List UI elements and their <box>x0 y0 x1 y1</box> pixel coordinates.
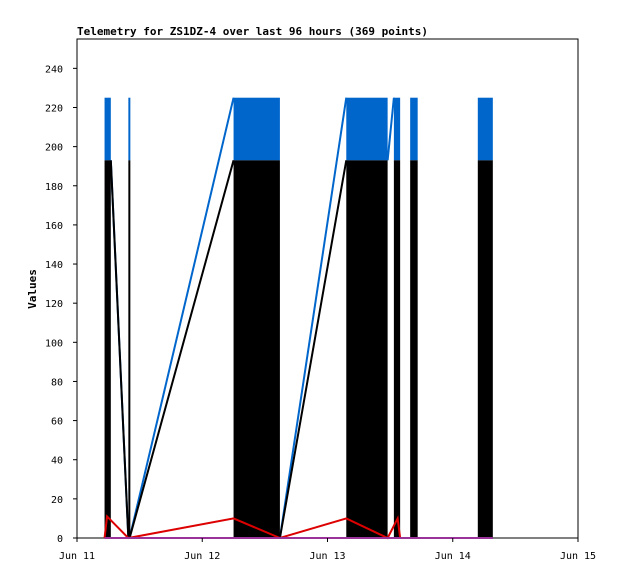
chart-title: Telemetry for ZS1DZ-4 over last 96 hours… <box>77 25 428 38</box>
x-axis: Jun 11 Jun 12 Jun 13 Jun 14 Jun 15 <box>59 538 596 562</box>
y-tick-label: 120 <box>45 299 63 310</box>
series-0 <box>104 97 493 539</box>
series-layer <box>103 97 493 540</box>
series-0-band-5 <box>346 97 388 161</box>
series-0-connector-1 <box>128 97 235 539</box>
y-axis-label: Values <box>26 269 39 309</box>
y-tick-label: 180 <box>45 182 63 193</box>
series-0-connector-3 <box>386 97 395 161</box>
series-1-band-1 <box>128 160 131 538</box>
y-tick-label: 0 <box>57 534 63 545</box>
y-tick-label: 160 <box>45 221 63 232</box>
x-tick-label: Jun 12 <box>184 551 220 562</box>
x-tick-label: Jun 13 <box>309 551 345 562</box>
y-tick-label: 140 <box>45 260 63 271</box>
series-0-band-0 <box>104 97 111 161</box>
series-1-connector-0 <box>109 160 130 539</box>
series-0-connector-2 <box>278 97 348 539</box>
y-tick-label: 40 <box>51 456 63 467</box>
series-1-band-6 <box>477 160 493 538</box>
y-axis: 0 20 40 60 80 100 120 140 160 180 200 220 240 <box>45 64 77 545</box>
y-tick-label: 60 <box>51 417 63 428</box>
series-0-band-2 <box>233 97 280 161</box>
series-0-band-10 <box>477 97 493 161</box>
series-0-band-9 <box>410 97 418 161</box>
y-tick-label: 240 <box>45 64 63 75</box>
series-1-band-5 <box>410 160 418 538</box>
series-1-band-2 <box>233 160 280 538</box>
plot-frame <box>76 38 579 539</box>
series-0-band-8 <box>393 97 401 161</box>
y-tick-label: 80 <box>51 377 63 388</box>
x-tick-label: Jun 11 <box>59 551 95 562</box>
series-0-band-1 <box>128 97 131 161</box>
y-tick-label: 200 <box>45 143 63 154</box>
y-tick-label: 20 <box>51 495 63 506</box>
x-tick-label: Jun 14 <box>435 551 471 562</box>
series-1-connector-2 <box>278 160 348 539</box>
series-1 <box>104 160 493 539</box>
series-1-band-3 <box>346 160 388 538</box>
series-1-connector-1 <box>128 160 235 539</box>
series-1-band-0 <box>104 160 111 538</box>
series-1-band-4 <box>393 160 401 538</box>
x-tick-label: Jun 15 <box>560 551 596 562</box>
y-tick-label: 100 <box>45 338 63 349</box>
y-tick-label: 220 <box>45 103 63 114</box>
